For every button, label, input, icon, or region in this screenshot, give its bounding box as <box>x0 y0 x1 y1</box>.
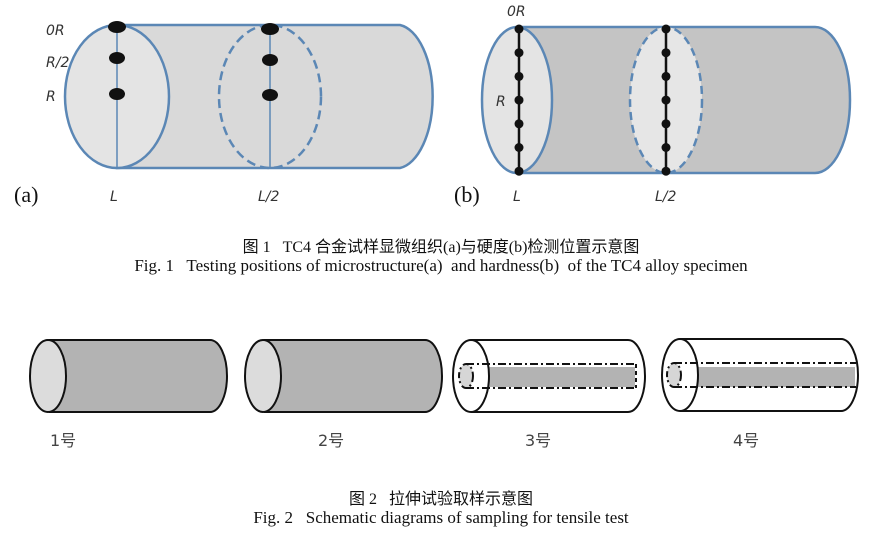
label-R-half: R/2 <box>46 55 69 71</box>
test-point <box>661 95 671 105</box>
specimen-2-label: 2号 <box>318 431 344 450</box>
label-L-half: L/2 <box>655 189 677 205</box>
label-L-half: L/2 <box>258 189 280 205</box>
label-L: L <box>110 189 118 205</box>
test-point <box>661 24 671 34</box>
label-0R: 0R <box>46 23 65 39</box>
test-point <box>661 119 671 129</box>
mid-section-dashed-ellipse <box>217 23 323 170</box>
panel-b-cylinder <box>480 24 852 176</box>
specimen-1 <box>29 339 228 413</box>
test-point <box>262 89 278 101</box>
figure2-caption-cn: 图 2 拉伸试验取样示意图 <box>348 491 533 508</box>
panel-b-tag: (b) <box>454 182 480 207</box>
test-point <box>514 24 524 34</box>
test-point <box>514 143 524 152</box>
label-L: L <box>513 189 521 205</box>
specimen-3 <box>452 339 646 413</box>
test-point <box>514 166 524 176</box>
panel-a-tag: (a) <box>14 182 38 207</box>
specimen-1-label: 1号 <box>50 431 76 450</box>
figure1-caption-en: Fig. 1 Testing positions of microstructu… <box>134 256 748 275</box>
specimen-4-label: 4号 <box>733 431 759 450</box>
test-point <box>109 52 125 64</box>
test-point <box>261 23 279 35</box>
test-point <box>661 48 671 58</box>
label-R: R <box>46 89 56 105</box>
specimen-3-label: 3号 <box>525 431 551 450</box>
test-point <box>109 88 125 100</box>
test-point <box>661 71 671 81</box>
figure1-caption-cn: 图 1 TC4 合金试样显微组织(a)与硬度(b)检测位置示意图 <box>242 239 640 256</box>
specimen-4 <box>661 338 859 412</box>
figure2-caption-en: Fig. 2 Schematic diagrams of sampling fo… <box>253 508 629 527</box>
test-point <box>514 119 524 129</box>
test-point <box>661 143 671 152</box>
panel-a-cylinder <box>63 21 434 170</box>
label-0R: 0R <box>507 4 526 20</box>
test-point <box>262 54 278 66</box>
test-point <box>514 48 524 58</box>
test-point <box>514 71 524 81</box>
specimen-2 <box>244 339 443 413</box>
test-point <box>108 21 126 33</box>
test-point <box>661 166 671 176</box>
label-R: R <box>496 94 506 110</box>
test-point <box>514 95 524 105</box>
